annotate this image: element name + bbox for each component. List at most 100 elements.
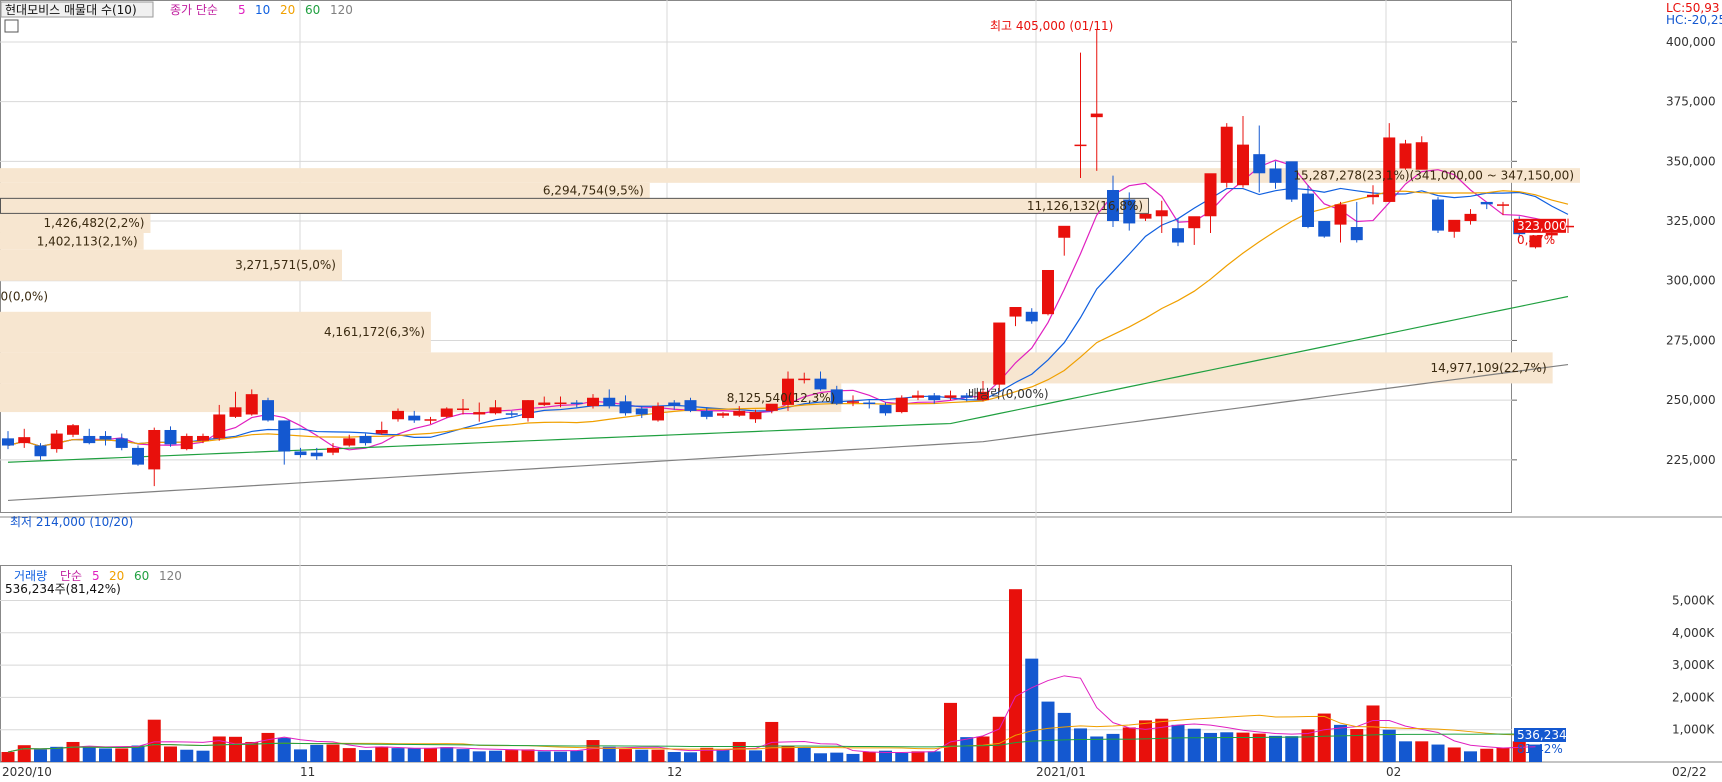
volume-bar — [261, 732, 275, 762]
volume-bar — [1512, 741, 1526, 762]
candle-body — [424, 419, 437, 421]
volume-bar — [1431, 744, 1445, 762]
candle-body — [2, 438, 14, 446]
candle-body — [278, 420, 291, 452]
volume-bar — [115, 748, 129, 762]
candle-body — [1123, 199, 1136, 224]
volume-profile-highlight — [0, 197, 1149, 214]
high-annotation: 최고 405,000 (01/11) — [990, 19, 1113, 33]
candle-body — [457, 408, 469, 410]
current-volume-label: 536,234 — [1517, 728, 1567, 742]
candle-body — [1285, 161, 1298, 200]
current-price-label: 323,000 — [1517, 219, 1567, 233]
volume-bar — [294, 749, 307, 762]
volume-bar — [1074, 728, 1087, 762]
candle-body — [733, 410, 746, 416]
candle-body — [960, 395, 973, 398]
volume-bar — [635, 749, 649, 762]
volume-average-lines — [7, 675, 1536, 754]
volume-profile-bar — [0, 213, 151, 233]
candle-body — [1545, 232, 1558, 236]
volume-bar — [667, 751, 681, 762]
volume-profile-label: 4,161,172(6,3%) — [324, 325, 425, 339]
ma-period-20: 20 — [280, 3, 295, 17]
candle-body — [1220, 126, 1233, 183]
current-change-label: 0,47% — [1517, 233, 1555, 247]
candle-body — [977, 391, 989, 401]
ma-60-line — [7, 295, 1569, 463]
candle-body — [1139, 213, 1152, 219]
candle-body — [912, 395, 924, 398]
candle-body — [1253, 154, 1266, 174]
candle-body — [619, 401, 632, 414]
volume-ma-period-5: 5 — [92, 569, 100, 583]
candle-body — [408, 415, 421, 421]
volume-bar — [830, 752, 844, 762]
volume-bar — [505, 750, 519, 762]
candle-body — [1480, 201, 1493, 205]
candle-body — [749, 412, 762, 420]
volume-bar — [960, 737, 974, 762]
candle-body — [847, 401, 859, 403]
date-tick-label: 2021/01 — [1036, 765, 1086, 779]
volume-profile-label: 6,294,754(9,5%) — [543, 184, 644, 198]
volume-bar — [895, 752, 909, 762]
candle-body — [700, 410, 713, 417]
volume-profile-label: 14,977,109(22,7%) — [1430, 361, 1546, 375]
candle-body — [67, 425, 79, 435]
candle-body — [684, 400, 697, 411]
volume-ma-label: 단순 — [60, 569, 82, 583]
low-annotation: 최저 214,000 (10/20) — [10, 515, 133, 529]
ma-period-5: 5 — [238, 3, 246, 17]
volume-ma-period-20: 20 — [109, 569, 124, 583]
hc-label: HC:-20,25 — [1666, 13, 1722, 27]
volume-profile-label: 11,126,132(16,8%) — [1027, 199, 1143, 213]
volume-bar — [1301, 729, 1315, 762]
volume-bar — [1415, 741, 1429, 762]
date-tick-label: 2020/10 — [2, 765, 52, 779]
volume-bar — [749, 750, 762, 762]
volume-bar — [1155, 718, 1169, 762]
volume-bar — [684, 752, 697, 762]
volume-bar — [911, 751, 925, 762]
candle-body — [505, 413, 518, 415]
chart-title-box — [0, 1, 154, 18]
volume-bar — [1139, 720, 1152, 762]
candle-body — [294, 451, 307, 456]
volume-bar — [992, 716, 1006, 762]
volume-bar — [1204, 732, 1217, 762]
lc-label: LC:50,93 — [1666, 1, 1719, 15]
candle-body — [1058, 225, 1071, 238]
volume-bar — [1285, 736, 1299, 762]
volume-bar — [862, 751, 876, 762]
candle-body — [1237, 144, 1249, 186]
candle-body — [1009, 307, 1022, 317]
volume-profile-bar — [0, 182, 650, 199]
volume-bar — [521, 749, 535, 762]
candle-body — [1107, 189, 1119, 222]
candle-body — [570, 402, 583, 405]
candlestick-series — [2, 30, 1574, 487]
volume-profile-label: 3,271,571(5,0%) — [235, 258, 336, 272]
volume-bar — [66, 741, 80, 762]
volume-bars — [1, 589, 1542, 762]
volume-bar — [619, 749, 632, 762]
candle-body — [554, 402, 567, 405]
volume-profile-bar — [0, 352, 1553, 384]
volume-bar — [602, 746, 616, 762]
candle-body — [115, 438, 128, 448]
volume-profile-bar — [0, 232, 144, 250]
volume-title: 거래량 — [14, 569, 47, 583]
candle-body — [489, 407, 502, 414]
volume-bar — [927, 751, 941, 762]
candle-body — [99, 435, 112, 440]
candle-body — [1432, 199, 1444, 231]
volume-bar — [1, 751, 15, 762]
price-tick-label: 300,000 — [1666, 274, 1716, 288]
candle-body — [392, 410, 404, 420]
candle-body — [879, 404, 892, 414]
candle-body — [262, 400, 274, 421]
candle-body — [180, 435, 193, 450]
volume-bar — [1447, 747, 1461, 762]
